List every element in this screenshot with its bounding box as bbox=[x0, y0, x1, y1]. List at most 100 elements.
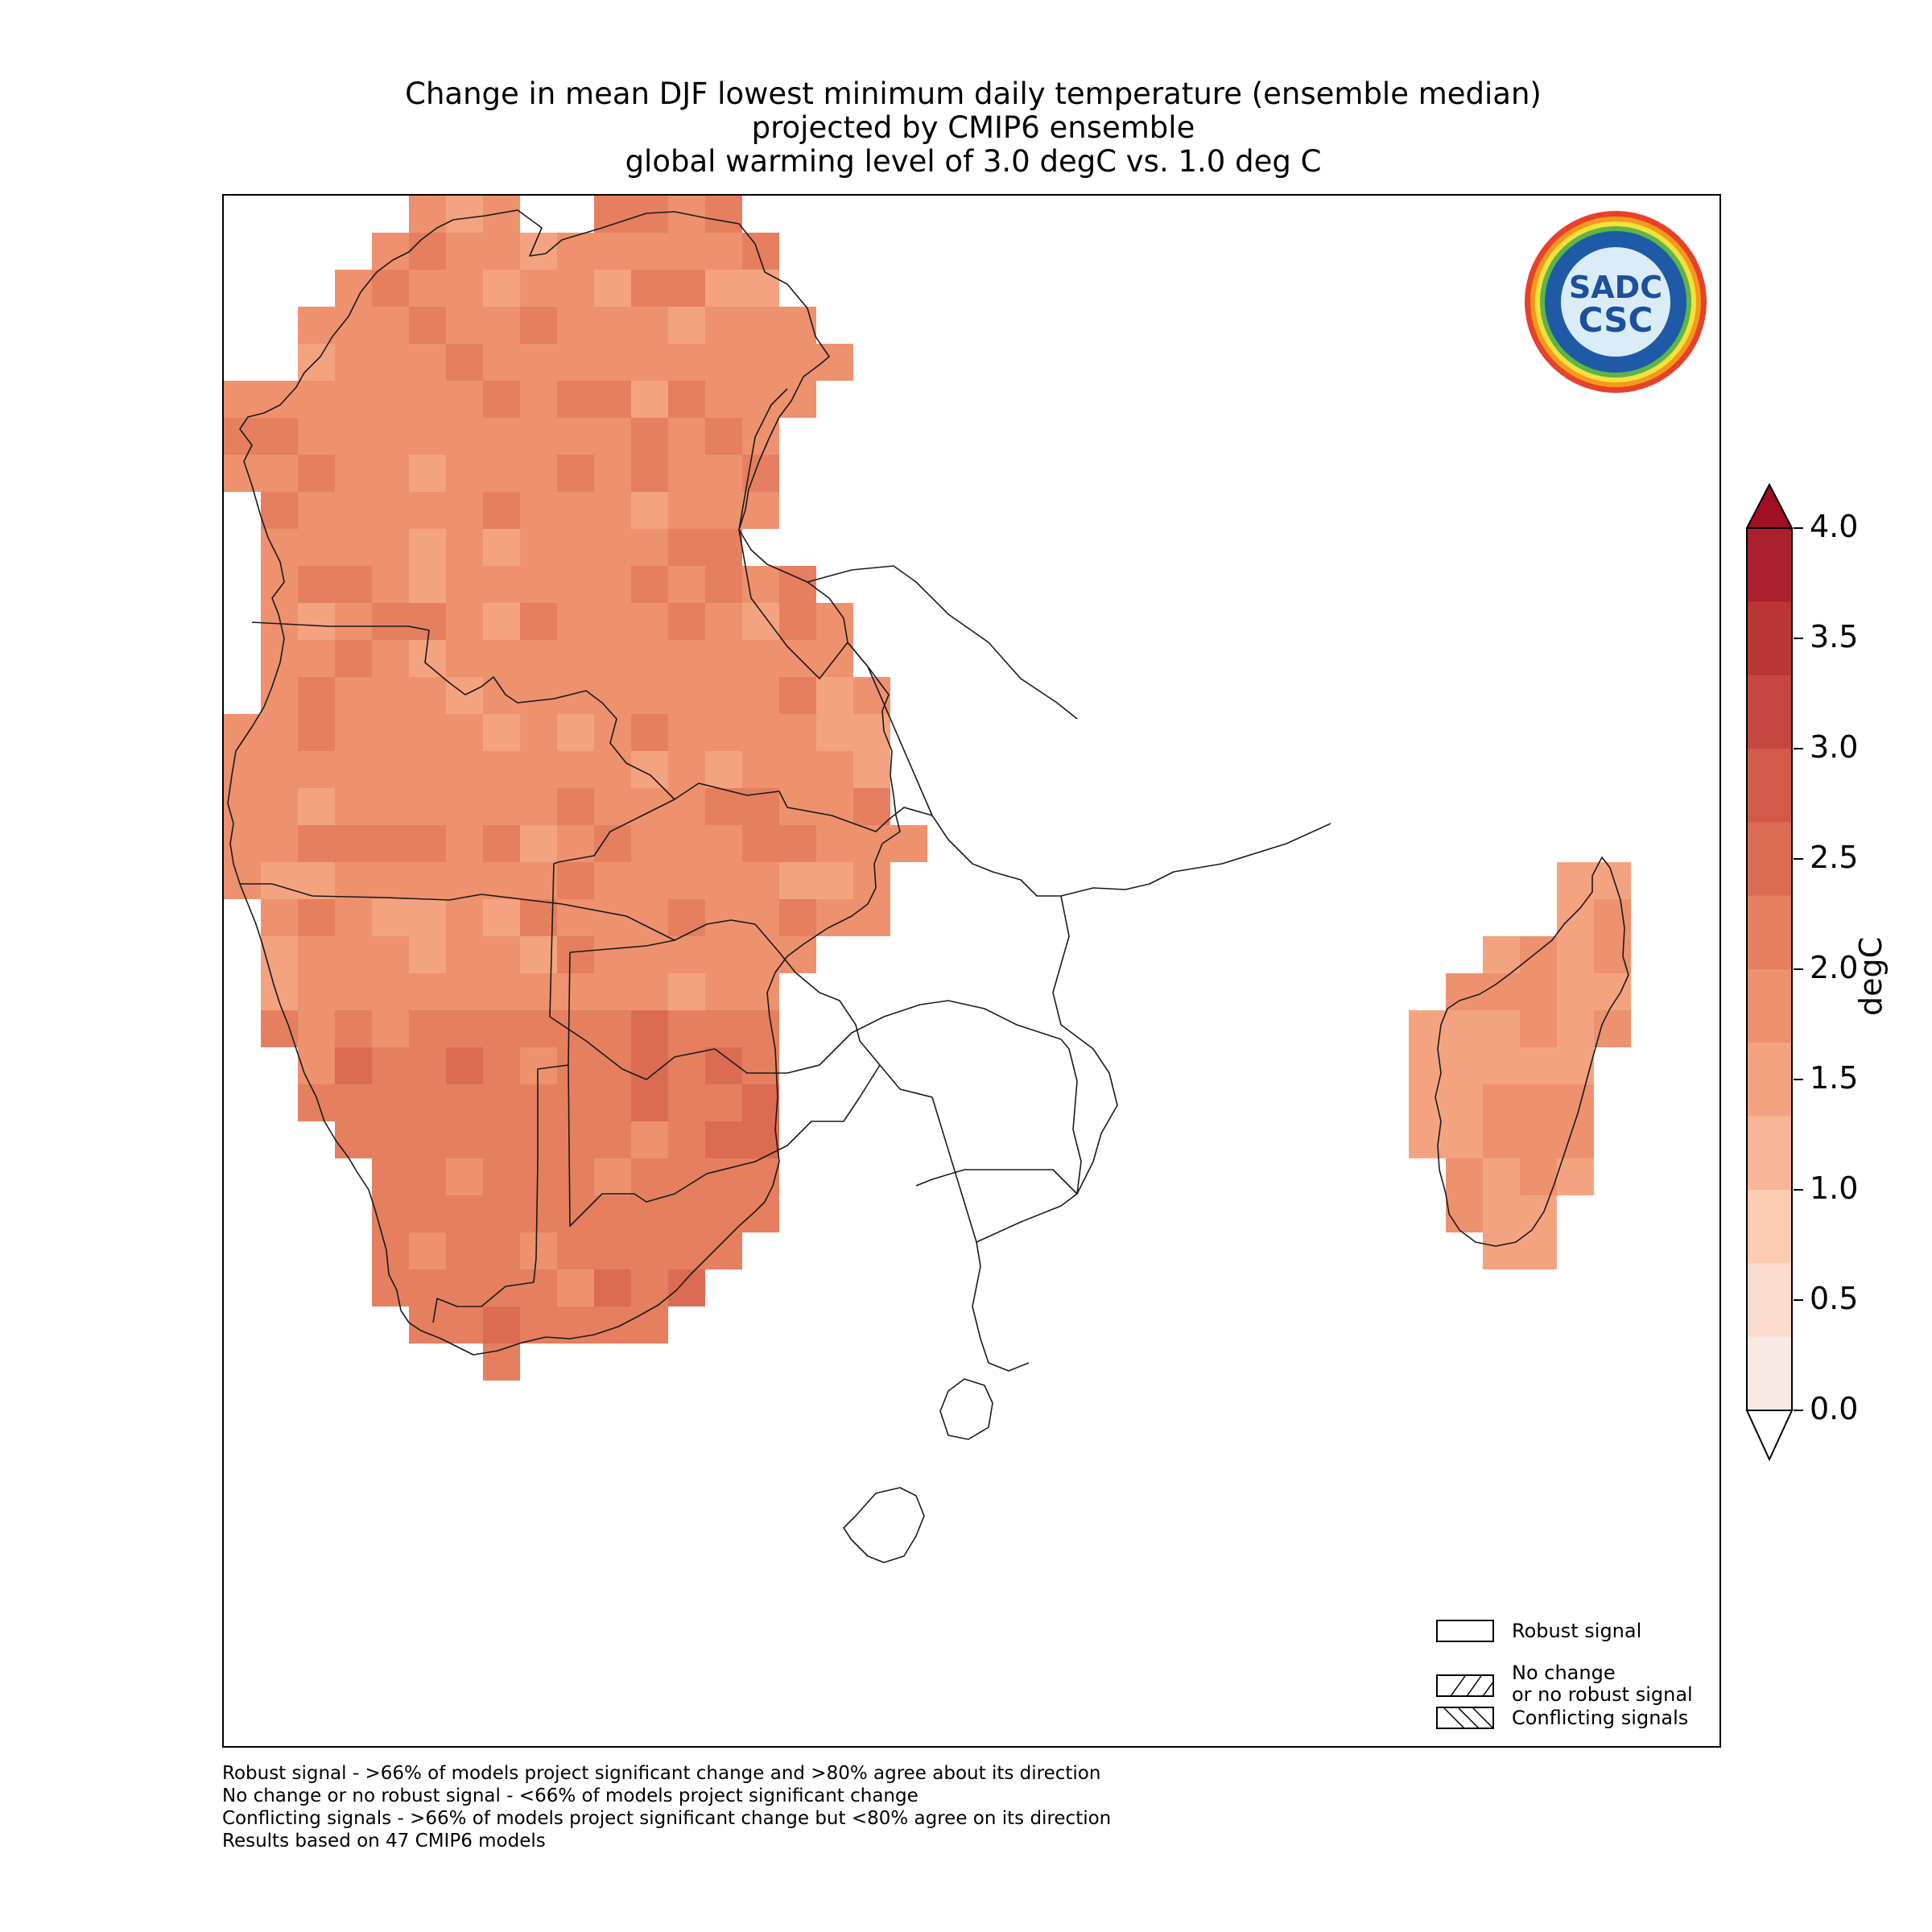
grid-cell bbox=[483, 677, 520, 714]
grid-cell bbox=[668, 492, 705, 529]
grid-cell bbox=[372, 1232, 409, 1269]
colorbar-tick-label: 4.0 bbox=[1810, 509, 1859, 544]
grid-cell bbox=[335, 751, 372, 788]
grid-cell bbox=[372, 344, 409, 381]
border-namibia-botswana bbox=[533, 939, 675, 1283]
grid-cell bbox=[594, 677, 631, 714]
grid-cell bbox=[446, 196, 483, 233]
grid-cell bbox=[1520, 1121, 1557, 1158]
grid-cell bbox=[853, 677, 890, 714]
grid-cell bbox=[668, 1084, 705, 1121]
grid-cell bbox=[483, 640, 520, 677]
grid-cell bbox=[483, 492, 520, 529]
grid-cell bbox=[816, 751, 853, 788]
grid-cell bbox=[298, 1047, 335, 1084]
grid-cell bbox=[372, 1010, 409, 1047]
grid-cell bbox=[705, 270, 742, 307]
colorbar-tick-mark bbox=[1794, 1189, 1803, 1191]
grid-cell bbox=[483, 1121, 520, 1158]
grid-cell bbox=[557, 455, 594, 492]
grid-cell bbox=[372, 1084, 409, 1121]
grid-cell bbox=[409, 751, 446, 788]
grid-cell bbox=[1446, 1084, 1483, 1121]
grid-cell bbox=[335, 862, 372, 899]
grid-cell bbox=[446, 1158, 483, 1195]
grid-cell bbox=[298, 603, 335, 640]
grid-cell bbox=[520, 973, 557, 1010]
grid-cell bbox=[520, 381, 557, 418]
grid-cell bbox=[1483, 1232, 1520, 1269]
grid-cell bbox=[261, 714, 298, 751]
grid-cell bbox=[853, 862, 890, 899]
grid-cell bbox=[1483, 1158, 1520, 1195]
grid-cell bbox=[520, 751, 557, 788]
grid-cell bbox=[409, 344, 446, 381]
grid-cell bbox=[779, 825, 816, 862]
grid-cell bbox=[446, 344, 483, 381]
title-line-2: projected by CMIP6 ensemble bbox=[751, 110, 1195, 145]
border-zambia-tanzania bbox=[931, 815, 1061, 897]
grid-cell bbox=[816, 677, 853, 714]
grid-cell bbox=[446, 1121, 483, 1158]
grid-cell bbox=[409, 307, 446, 344]
grid-cell bbox=[816, 714, 853, 751]
grid-cell bbox=[372, 1195, 409, 1232]
grid-cell bbox=[705, 751, 742, 788]
colorbar-tick-label: 3.0 bbox=[1810, 729, 1859, 765]
grid-cell bbox=[1594, 936, 1631, 973]
grid-cell bbox=[446, 1084, 483, 1121]
grid-cell bbox=[1594, 1010, 1631, 1047]
grid-cell bbox=[1520, 973, 1557, 1010]
grid-cell bbox=[1520, 1195, 1557, 1232]
grid-cell bbox=[594, 825, 631, 862]
grid-cell bbox=[705, 899, 742, 936]
grid-cell bbox=[372, 455, 409, 492]
grid-cell bbox=[335, 492, 372, 529]
grid-cell bbox=[409, 566, 446, 603]
grid-cell bbox=[372, 936, 409, 973]
grid-cell bbox=[483, 899, 520, 936]
grid-cell bbox=[446, 1307, 483, 1344]
grid-cell bbox=[261, 640, 298, 677]
grid-cell bbox=[668, 381, 705, 418]
grid-cell bbox=[372, 640, 409, 677]
grid-cell bbox=[631, 344, 668, 381]
grid-cell bbox=[483, 714, 520, 751]
border-mozambique-southafrica bbox=[972, 1241, 1030, 1372]
grid-cell bbox=[446, 1010, 483, 1047]
colorbar-extend-max bbox=[1745, 483, 1794, 529]
colorbar bbox=[1745, 483, 1794, 1461]
grid-cell bbox=[409, 492, 446, 529]
grid-cell bbox=[261, 566, 298, 603]
grid-cell bbox=[446, 603, 483, 640]
grid-cell bbox=[668, 529, 705, 566]
border-zimbabwe-mozambique bbox=[976, 1038, 1082, 1243]
grid-cell bbox=[335, 603, 372, 640]
grid-cell bbox=[520, 899, 557, 936]
grid-cell bbox=[853, 751, 890, 788]
grid-cell bbox=[779, 788, 816, 825]
grid-cell bbox=[1483, 1084, 1520, 1121]
grid-cell bbox=[483, 973, 520, 1010]
grid-cell bbox=[409, 862, 446, 899]
grid-cell bbox=[668, 307, 705, 344]
grid-cell bbox=[668, 1195, 705, 1232]
grid-cell bbox=[483, 788, 520, 825]
grid-cell bbox=[594, 1269, 631, 1307]
grid-cell bbox=[631, 492, 668, 529]
grid-cell bbox=[668, 899, 705, 936]
colorbar-segment bbox=[1747, 1116, 1792, 1191]
grid-cell bbox=[520, 788, 557, 825]
legend-no-change-label-1: No change bbox=[1512, 1662, 1616, 1684]
grid-cell bbox=[409, 529, 446, 566]
grid-cell bbox=[372, 529, 409, 566]
grid-cell bbox=[335, 307, 372, 344]
grid-cell bbox=[520, 307, 557, 344]
grid-cell bbox=[409, 603, 446, 640]
grid-cell bbox=[409, 899, 446, 936]
sadc-csc-logo: SADC CSC bbox=[1525, 211, 1707, 393]
grid-cells bbox=[224, 196, 1631, 1381]
grid-cell bbox=[409, 1010, 446, 1047]
grid-cell bbox=[742, 1158, 779, 1195]
grid-cell bbox=[816, 788, 853, 825]
